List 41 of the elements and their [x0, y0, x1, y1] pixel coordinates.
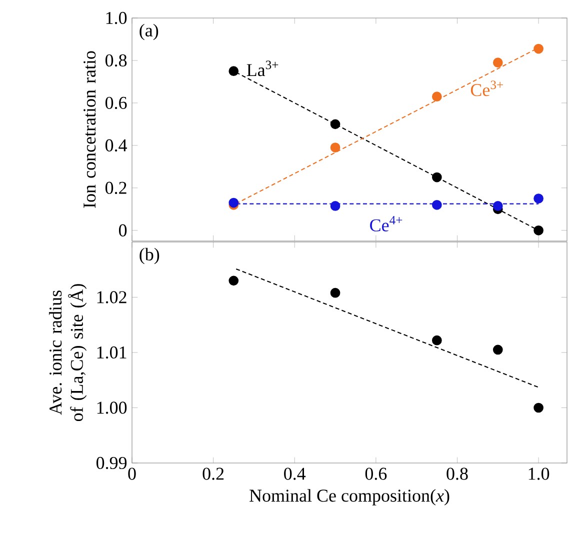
annotation: (a)	[140, 24, 158, 40]
y-axis-title: Ion concetration ratio	[84, 51, 96, 208]
point	[228, 276, 239, 286]
x-tick-label: 0.4	[284, 468, 306, 480]
point	[492, 344, 503, 355]
point	[432, 172, 442, 182]
y-tick-label: 0	[118, 224, 127, 236]
x-tick-label: 0	[128, 468, 136, 480]
series-label: Ce$^{4+}$	[370, 216, 402, 232]
point	[534, 194, 544, 204]
x-tick-label: 1.0	[528, 468, 550, 480]
y-tick-label: 0.99	[96, 456, 127, 470]
point	[492, 201, 503, 211]
series-label: Ce$^{3+}$	[470, 80, 503, 96]
point	[534, 44, 544, 54]
point	[330, 201, 340, 211]
x-tick-label: 0.6	[365, 468, 387, 480]
point	[330, 142, 340, 152]
y-tick-label: 0.4	[105, 139, 128, 152]
x-tick-label: 0.2	[202, 468, 224, 480]
annotation: (b)	[140, 248, 160, 264]
y-tick-label: 0.6	[105, 96, 127, 110]
x-tick-label: 0.8	[446, 468, 468, 480]
series-label: La$^{3+}$	[246, 60, 278, 76]
y-axis-title: Ave. ionic radius of (La,Ce) site (Å)	[48, 284, 87, 422]
y-tick-label: 1.00	[97, 402, 127, 414]
point	[228, 66, 239, 76]
y-tick-label: 0.2	[105, 182, 126, 194]
point	[534, 225, 544, 236]
point	[492, 58, 503, 68]
point	[534, 402, 544, 413]
y-tick-label: 1.01	[97, 346, 126, 359]
point	[330, 288, 340, 298]
y-tick-label: 0.8	[105, 54, 127, 67]
point	[432, 335, 442, 346]
x-axis-title: Nominal Ce composition(x)	[250, 489, 450, 506]
y-tick-label: 1.02	[97, 291, 126, 304]
point	[432, 92, 442, 102]
point	[432, 200, 442, 210]
y-tick-label: 1.0	[106, 12, 127, 24]
point	[330, 119, 340, 130]
